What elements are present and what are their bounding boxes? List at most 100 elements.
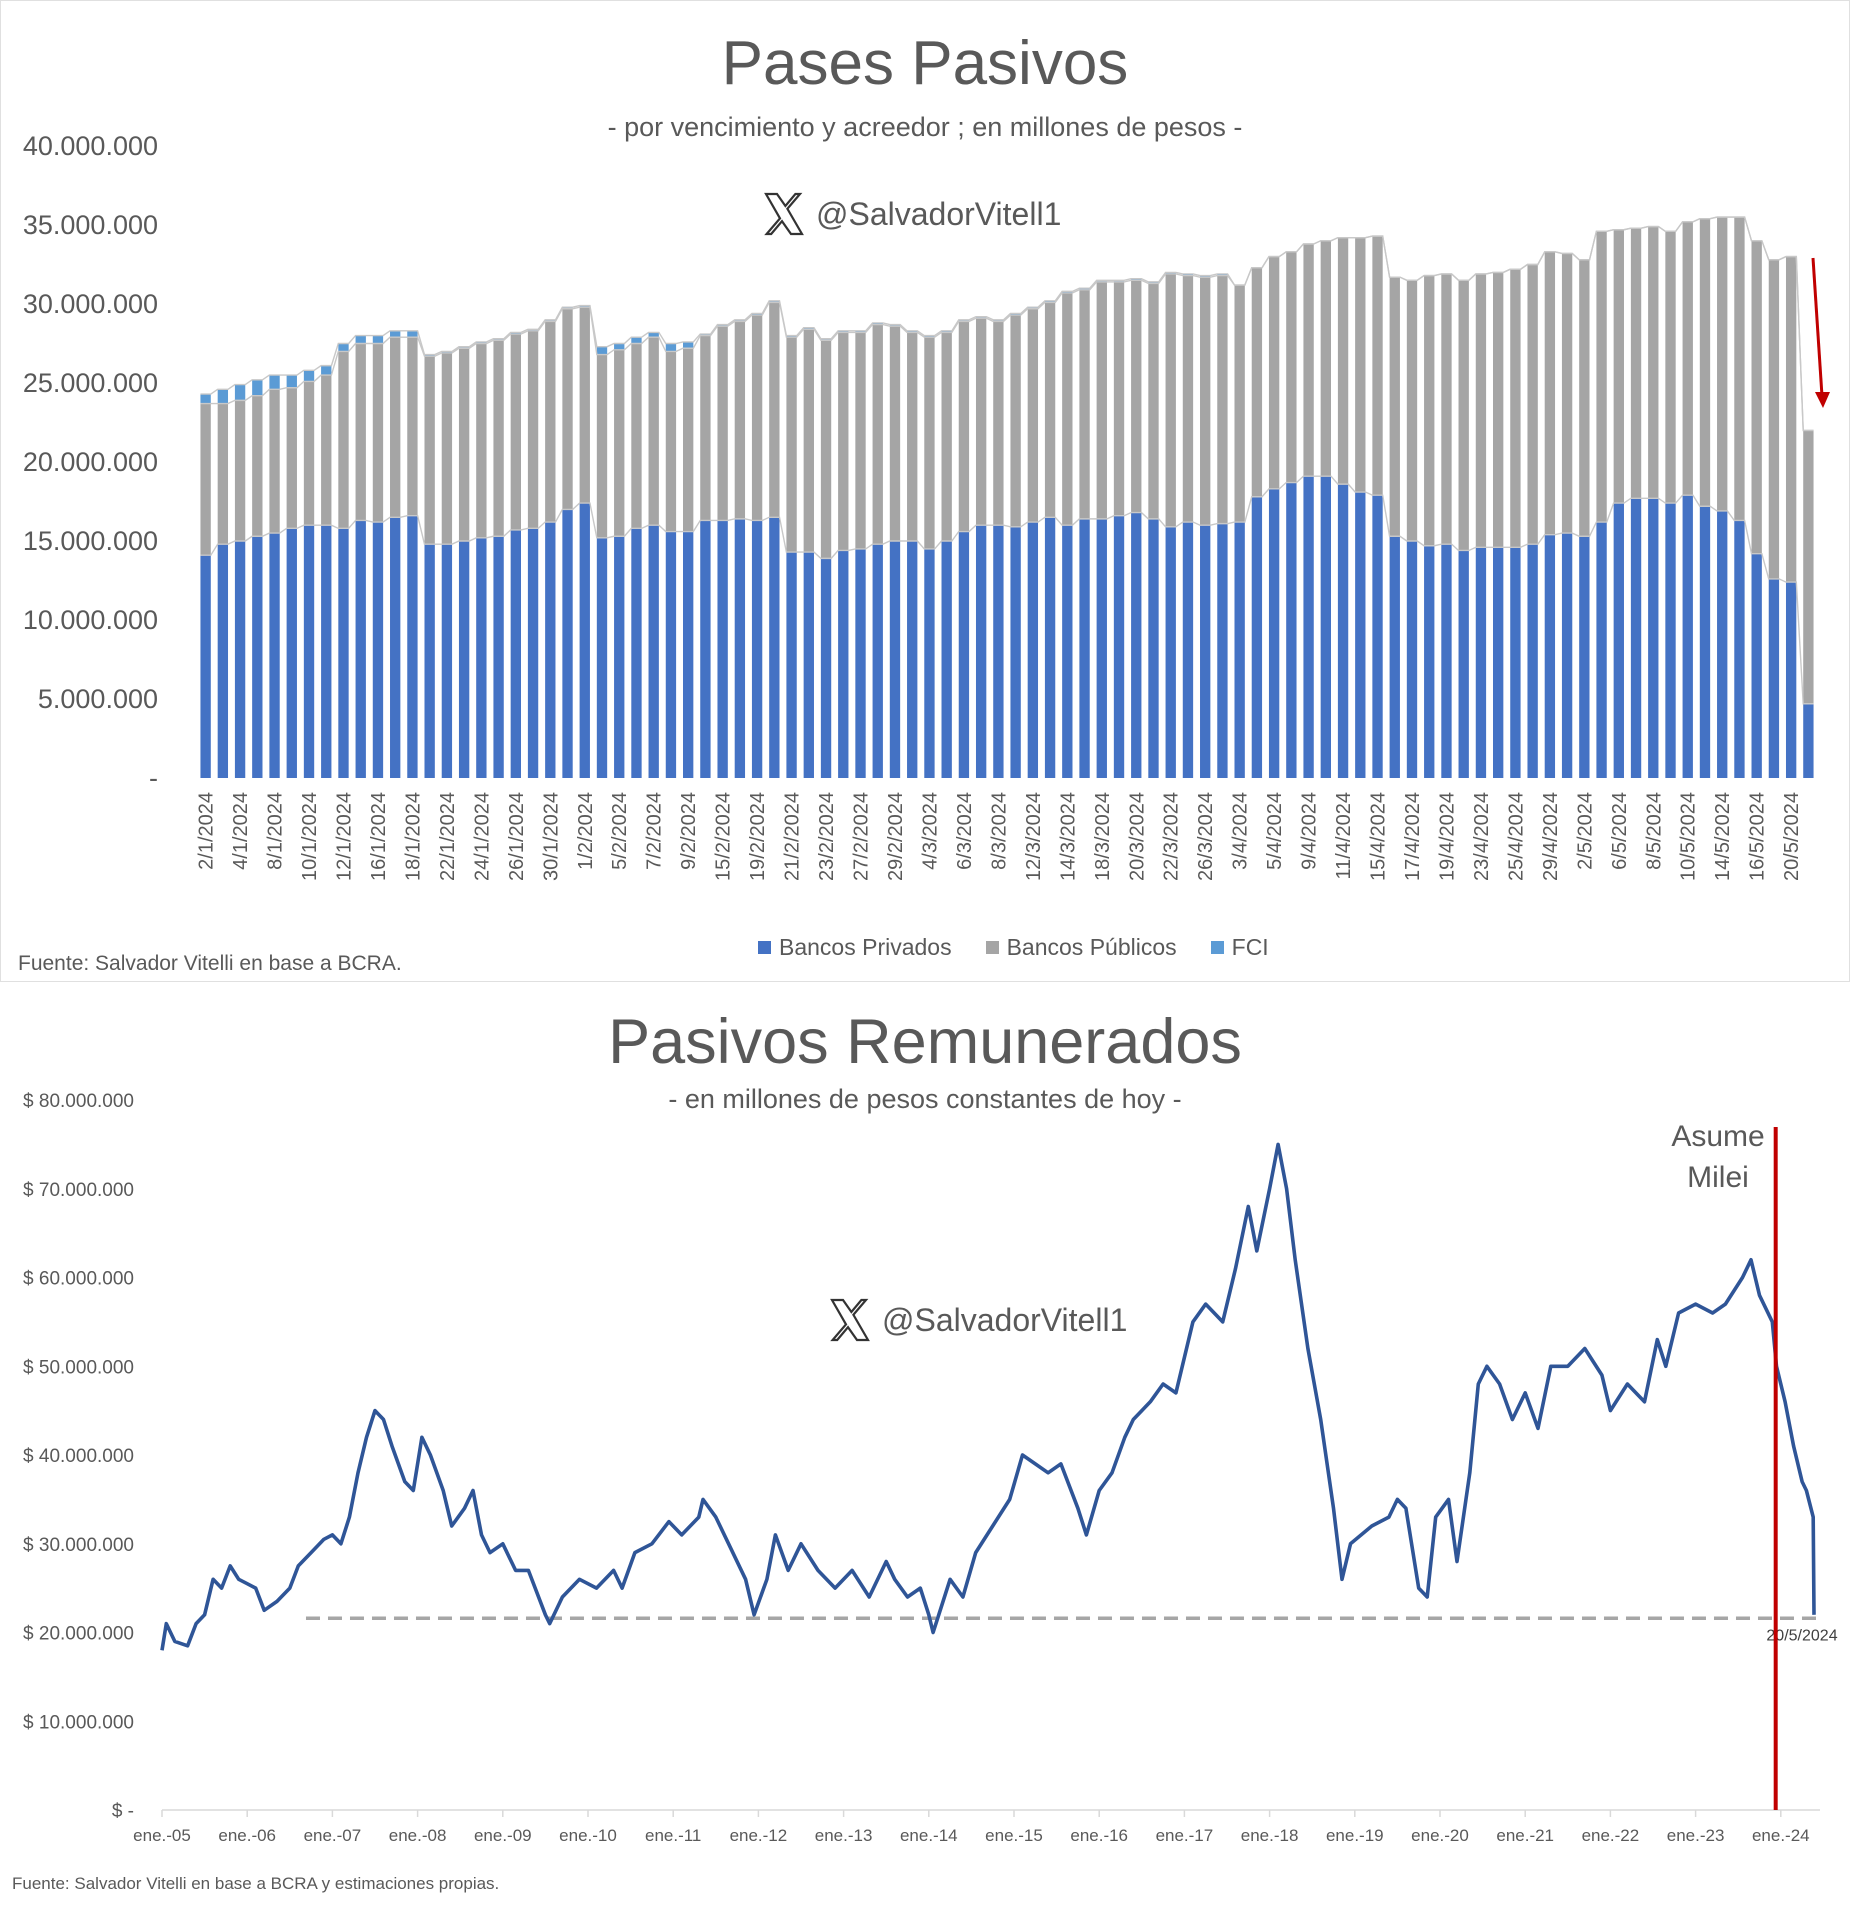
x-tick-label: 19/2/2024 (747, 792, 769, 881)
series-line-2 (200, 216, 1814, 432)
bar-segment-bancos-privados (751, 520, 763, 778)
x-tick-label: 10/5/2024 (1678, 792, 1700, 881)
bar-segment-fci (545, 319, 556, 322)
bar-segment-bancos-privados (769, 517, 780, 778)
bar-segment-bancos-p-blicos (407, 337, 418, 516)
x-tick-label: ene.-13 (815, 1826, 873, 1845)
bar-segment-bancos-privados (1303, 476, 1314, 778)
bar-segment-bancos-p-blicos (786, 337, 797, 553)
x-tick-label: 12/3/2024 (1023, 792, 1045, 881)
bar-segment-bancos-privados (717, 520, 728, 778)
bar-segment-bancos-privados (1027, 522, 1039, 778)
top-chart-source: Fuente: Salvador Vitelli en base a BCRA. (18, 952, 402, 975)
bar-segment-fci (975, 316, 987, 319)
series-line-0 (200, 475, 1814, 705)
bar-segment-bancos-privados (217, 544, 229, 778)
bar-segment-bancos-privados (252, 536, 263, 778)
bar-segment-bancos-p-blicos (1148, 283, 1159, 519)
bar-segment-bancos-privados (1699, 506, 1711, 778)
bar-segment-bancos-p-blicos (1768, 259, 1780, 579)
bar-segment-fci (217, 389, 229, 404)
x-tick-label: ene.-11 (645, 1826, 701, 1845)
bar-segment-bancos-p-blicos (1268, 256, 1280, 489)
y-tick-label: $ 80.000.000 (23, 1091, 134, 1112)
event-label-line2: Milei (1687, 1161, 1749, 1194)
y-tick-label: 35.000.000 (23, 210, 158, 240)
y-tick-label: 40.000.000 (23, 131, 158, 161)
bar-segment-bancos-p-blicos (1682, 221, 1693, 496)
bar-segment-bancos-p-blicos (1648, 226, 1659, 499)
bar-segment-bancos-privados (1337, 484, 1349, 778)
watermark-handle: @SalvadorVitell1 (882, 1301, 1128, 1338)
top-watermark: @SalvadorVitell1 (760, 190, 1061, 238)
bar-segment-bancos-privados (665, 531, 677, 778)
x-tick-label: 16/1/2024 (368, 792, 390, 881)
bar-segment-bancos-p-blicos (286, 387, 297, 529)
bar-segment-bancos-p-blicos (1303, 243, 1314, 477)
bar-segment-bancos-privados (1268, 488, 1280, 778)
y-tick-label: 5.000.000 (38, 684, 158, 714)
bar-segment-bancos-p-blicos (338, 351, 349, 529)
bar-segment-bancos-p-blicos (1458, 280, 1469, 551)
bar-segment-bancos-p-blicos (751, 315, 763, 521)
bar-segment-bancos-privados (941, 541, 952, 778)
x-tick-label: ene.-05 (133, 1826, 191, 1845)
bar-segment-bancos-privados (1044, 517, 1056, 778)
bar-segment-bancos-p-blicos (527, 330, 539, 529)
bar-segment-bancos-privados (1544, 534, 1556, 778)
bar-segment-bancos-privados (1785, 582, 1797, 778)
legend-item-fci: FCI (1210, 934, 1269, 961)
bar-segment-fci (286, 375, 297, 388)
bar-segment-bancos-p-blicos (1493, 272, 1504, 548)
bar-segment-bancos-p-blicos (1630, 228, 1642, 499)
bar-segment-bancos-p-blicos (855, 332, 866, 549)
bar-segment-bancos-p-blicos (820, 340, 832, 559)
bar-segment-bancos-privados (1613, 503, 1624, 778)
x-tick-label: ene.-15 (985, 1826, 1043, 1845)
bar-segment-bancos-p-blicos (1596, 231, 1607, 523)
bar-segment-bancos-p-blicos (993, 321, 1004, 526)
bar-segment-fci (303, 370, 315, 382)
bar-segment-bancos-p-blicos (252, 395, 263, 537)
x-tick-label: ene.-17 (1156, 1826, 1214, 1845)
bar-segment-bancos-privados (614, 536, 625, 778)
bar-segment-bancos-privados (493, 536, 504, 778)
bar-segment-bancos-privados (1010, 526, 1021, 778)
x-tick-label: 6/3/2024 (954, 792, 976, 870)
bar-segment-fci (527, 329, 539, 331)
bar-segment-bancos-p-blicos (734, 321, 746, 519)
bar-segment-bancos-p-blicos (889, 326, 901, 541)
bar-segment-bancos-p-blicos (1182, 275, 1194, 523)
bar-segment-bancos-privados (476, 537, 487, 778)
x-tick-label: 18/1/2024 (402, 792, 424, 881)
y-tick-label: $ 10.000.000 (23, 1712, 134, 1733)
bar-segment-bancos-p-blicos (700, 335, 711, 521)
bar-segment-bancos-privados (1493, 547, 1504, 778)
bar-segment-fci (907, 330, 918, 333)
bar-segment-bancos-privados (355, 520, 366, 778)
x-tick-label: ene.-21 (1496, 1826, 1554, 1845)
bar-segment-bancos-privados (838, 550, 849, 778)
bar-segment-fci (1217, 273, 1228, 276)
bar-segment-bancos-p-blicos (424, 356, 435, 545)
y-tick-label: 10.000.000 (23, 605, 158, 635)
bar-segment-bancos-privados (872, 544, 883, 778)
bar-segment-bancos-privados (1200, 525, 1211, 778)
bar-segment-bancos-privados (458, 541, 470, 778)
bar-segment-bancos-p-blicos (441, 352, 453, 545)
x-tick-label: 6/5/2024 (1609, 792, 1631, 870)
bar-segment-bancos-p-blicos (545, 321, 556, 523)
legend-item-bancos-privados: Bancos Privados (758, 934, 952, 961)
x-tick-label: 4/3/2024 (919, 792, 941, 870)
bar-segment-bancos-p-blicos (665, 351, 677, 532)
bar-segment-fci (234, 384, 246, 401)
x-tick-label: ene.-19 (1326, 1826, 1384, 1845)
bar-segment-bancos-privados (596, 537, 608, 778)
bar-segment-bancos-privados (648, 525, 659, 778)
bar-segment-fci (493, 338, 504, 341)
bar-segment-bancos-p-blicos (1561, 253, 1573, 534)
bar-segment-bancos-p-blicos (769, 302, 780, 518)
bar-segment-bancos-privados (975, 525, 987, 778)
x-tick-label: 14/3/2024 (1057, 792, 1079, 881)
legend-label: Bancos Públicos (1006, 934, 1177, 960)
